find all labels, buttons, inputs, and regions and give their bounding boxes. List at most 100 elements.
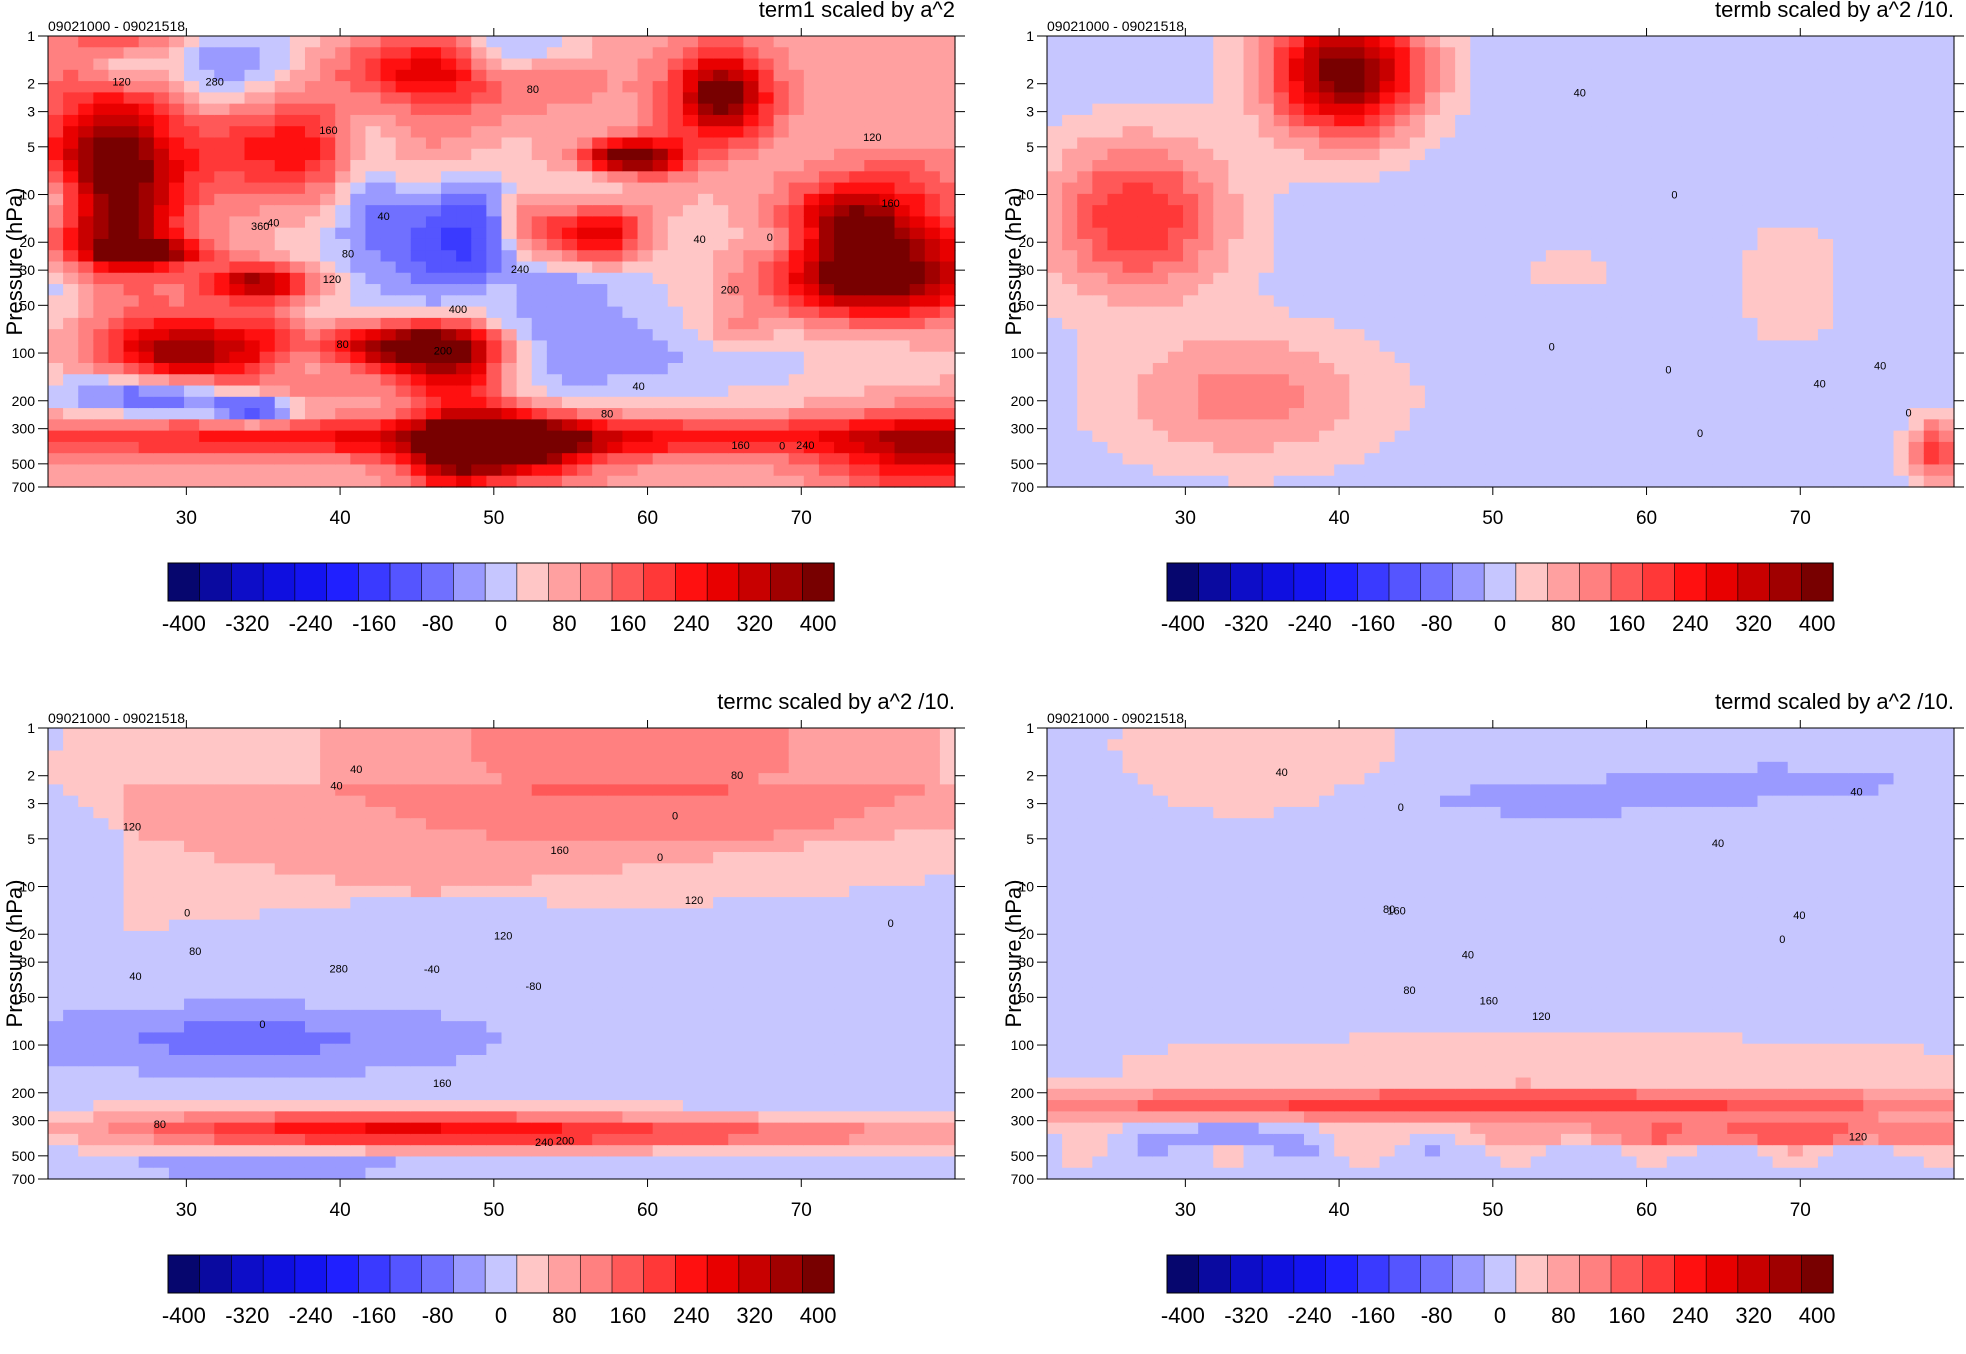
colorbar-swatch xyxy=(1516,563,1548,601)
field-cell xyxy=(1077,81,1093,93)
field-cell xyxy=(1319,386,1335,398)
field-cell xyxy=(290,284,306,296)
field-cell xyxy=(1667,250,1683,262)
field-cell xyxy=(849,115,865,127)
field-cell xyxy=(1848,363,1864,375)
field-cell xyxy=(93,59,109,71)
field-cell xyxy=(1455,386,1471,398)
field-cell xyxy=(456,126,472,138)
field-cell xyxy=(48,374,64,386)
field-cell xyxy=(1168,160,1184,172)
field-cell xyxy=(199,239,215,251)
field-cell xyxy=(275,92,291,104)
field-cell xyxy=(834,115,850,127)
field-cell xyxy=(1591,216,1607,228)
field-cell xyxy=(819,171,835,183)
field-cell xyxy=(1531,295,1547,307)
field-cell xyxy=(396,239,412,251)
field-cell xyxy=(93,149,109,161)
field-cell xyxy=(789,239,805,251)
field-cell xyxy=(1153,318,1169,330)
field-cell xyxy=(275,431,291,443)
field-cell xyxy=(1470,70,1486,82)
field-cell xyxy=(910,307,926,319)
field-cell xyxy=(1788,431,1804,443)
field-cell xyxy=(63,453,79,465)
field-cell xyxy=(184,352,200,364)
field-cell xyxy=(426,216,442,228)
field-cell xyxy=(1304,250,1320,262)
field-cell xyxy=(411,431,427,443)
field-cell xyxy=(1062,216,1078,228)
field-cell xyxy=(139,386,155,398)
field-cell xyxy=(245,115,261,127)
field-cell xyxy=(1289,307,1305,319)
field-cell xyxy=(169,228,185,240)
field-cell xyxy=(895,59,911,71)
field-cell xyxy=(1425,464,1441,476)
field-cell xyxy=(1485,137,1501,149)
field-cell xyxy=(1062,397,1078,409)
field-cell xyxy=(1773,92,1789,104)
colorbar-swatch xyxy=(263,563,295,601)
field-cell xyxy=(532,386,548,398)
field-cell xyxy=(456,262,472,274)
field-cell xyxy=(199,126,215,138)
field-cell xyxy=(1485,104,1501,116)
field-cell xyxy=(1818,239,1834,251)
field-cell xyxy=(910,183,926,195)
field-cell xyxy=(1727,295,1743,307)
field-cell xyxy=(925,464,941,476)
field-cell xyxy=(1939,464,1955,476)
field-cell xyxy=(1833,160,1849,172)
field-cell xyxy=(774,453,790,465)
field-cell xyxy=(199,453,215,465)
field-cell xyxy=(1107,137,1123,149)
field-cell xyxy=(1410,36,1426,48)
field-cell xyxy=(1380,318,1396,330)
field-cell xyxy=(290,115,306,127)
field-cell xyxy=(713,453,729,465)
field-cell xyxy=(1319,464,1335,476)
field-cell xyxy=(849,183,865,195)
field-cell xyxy=(834,36,850,48)
field-cell xyxy=(1107,262,1123,274)
field-cell xyxy=(532,149,548,161)
field-cell xyxy=(1712,126,1728,138)
field-cell xyxy=(1697,307,1713,319)
field-cell xyxy=(1727,171,1743,183)
field-cell xyxy=(1123,216,1139,228)
field-cell xyxy=(1153,228,1169,240)
field-cell xyxy=(275,47,291,59)
field-cell xyxy=(1531,408,1547,420)
field-cell xyxy=(260,386,276,398)
field-cell xyxy=(1531,453,1547,465)
field-cell xyxy=(1470,205,1486,217)
field-cell xyxy=(1682,318,1698,330)
field-cell xyxy=(1712,70,1728,82)
field-cell xyxy=(48,340,64,352)
field-cell xyxy=(365,295,381,307)
field-cell xyxy=(1939,374,1955,386)
field-cell xyxy=(245,194,261,206)
field-cell xyxy=(1773,329,1789,341)
field-cell xyxy=(1516,183,1532,195)
field-cell xyxy=(1878,47,1894,59)
field-cell xyxy=(592,442,608,454)
field-cell xyxy=(743,250,759,262)
field-cell xyxy=(1092,70,1108,82)
field-cell xyxy=(1077,228,1093,240)
field-cell xyxy=(1395,160,1411,172)
field-cell xyxy=(365,318,381,330)
field-cell xyxy=(910,239,926,251)
field-cell xyxy=(804,239,820,251)
field-cell xyxy=(1803,228,1819,240)
field-cell xyxy=(184,36,200,48)
field-cell xyxy=(1894,47,1910,59)
field-cell xyxy=(713,476,729,488)
field-cell xyxy=(1561,340,1577,352)
field-cell xyxy=(592,47,608,59)
field-cell xyxy=(1712,149,1728,161)
field-cell xyxy=(260,295,276,307)
field-cell xyxy=(1470,262,1486,274)
